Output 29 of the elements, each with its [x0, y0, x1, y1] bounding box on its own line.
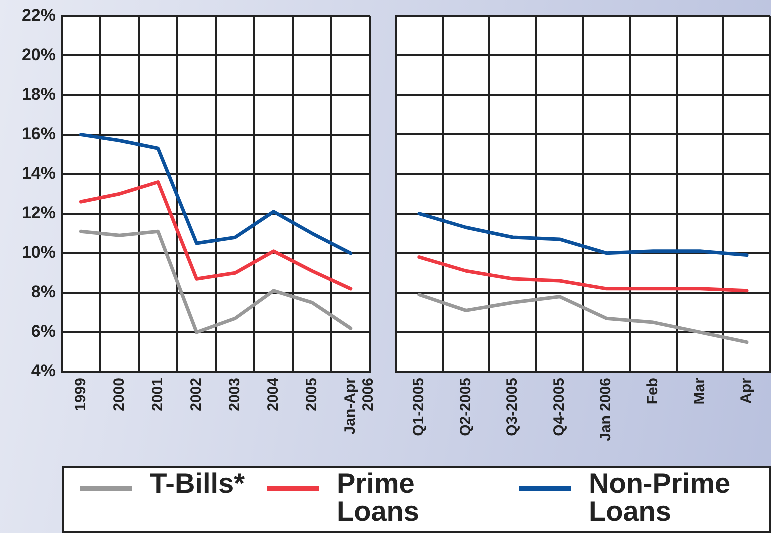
y-tick-label: 20% — [22, 45, 56, 64]
y-tick-label: 16% — [22, 124, 56, 144]
y-tick-label: 4% — [31, 362, 56, 381]
y-tick-label: 12% — [22, 204, 56, 223]
x-tick-label: Q3-2005 — [504, 378, 522, 436]
x-tick-label: 2001 — [149, 378, 166, 412]
legend-label: Non-Prime Loans — [589, 468, 732, 527]
x-tick-label: Feb — [644, 378, 662, 405]
x-tick-label: 2004 — [264, 377, 282, 412]
x-tick-label: Jan 2006 — [598, 378, 615, 442]
legend-label: T-Bills* — [150, 468, 245, 499]
legend-label: Prime Loans — [337, 468, 420, 527]
x-tick-label: Jan-Apr 2006 — [342, 378, 378, 435]
y-tick-label: 14% — [22, 164, 56, 184]
y-tick-label: 8% — [31, 282, 56, 302]
y-tick-label: 6% — [31, 322, 56, 342]
x-tick-label: 2000 — [110, 378, 128, 412]
x-tick-label: 2005 — [304, 378, 320, 412]
x-tick-label: 2002 — [188, 378, 205, 412]
y-tick-label: 18% — [22, 84, 56, 104]
x-tick-label: 1999 — [72, 378, 90, 412]
x-tick-label: Q4-2005 — [550, 378, 568, 436]
x-tick-label: Q2-2005 — [457, 378, 474, 436]
y-tick-label: 10% — [22, 243, 56, 262]
x-tick-label: Apr — [738, 378, 756, 404]
x-tick-label: Q1-2005 — [410, 378, 428, 436]
y-tick-label: 22% — [22, 6, 56, 25]
x-tick-label: Mar — [691, 378, 708, 405]
x-tick-label: 2003 — [226, 378, 244, 412]
